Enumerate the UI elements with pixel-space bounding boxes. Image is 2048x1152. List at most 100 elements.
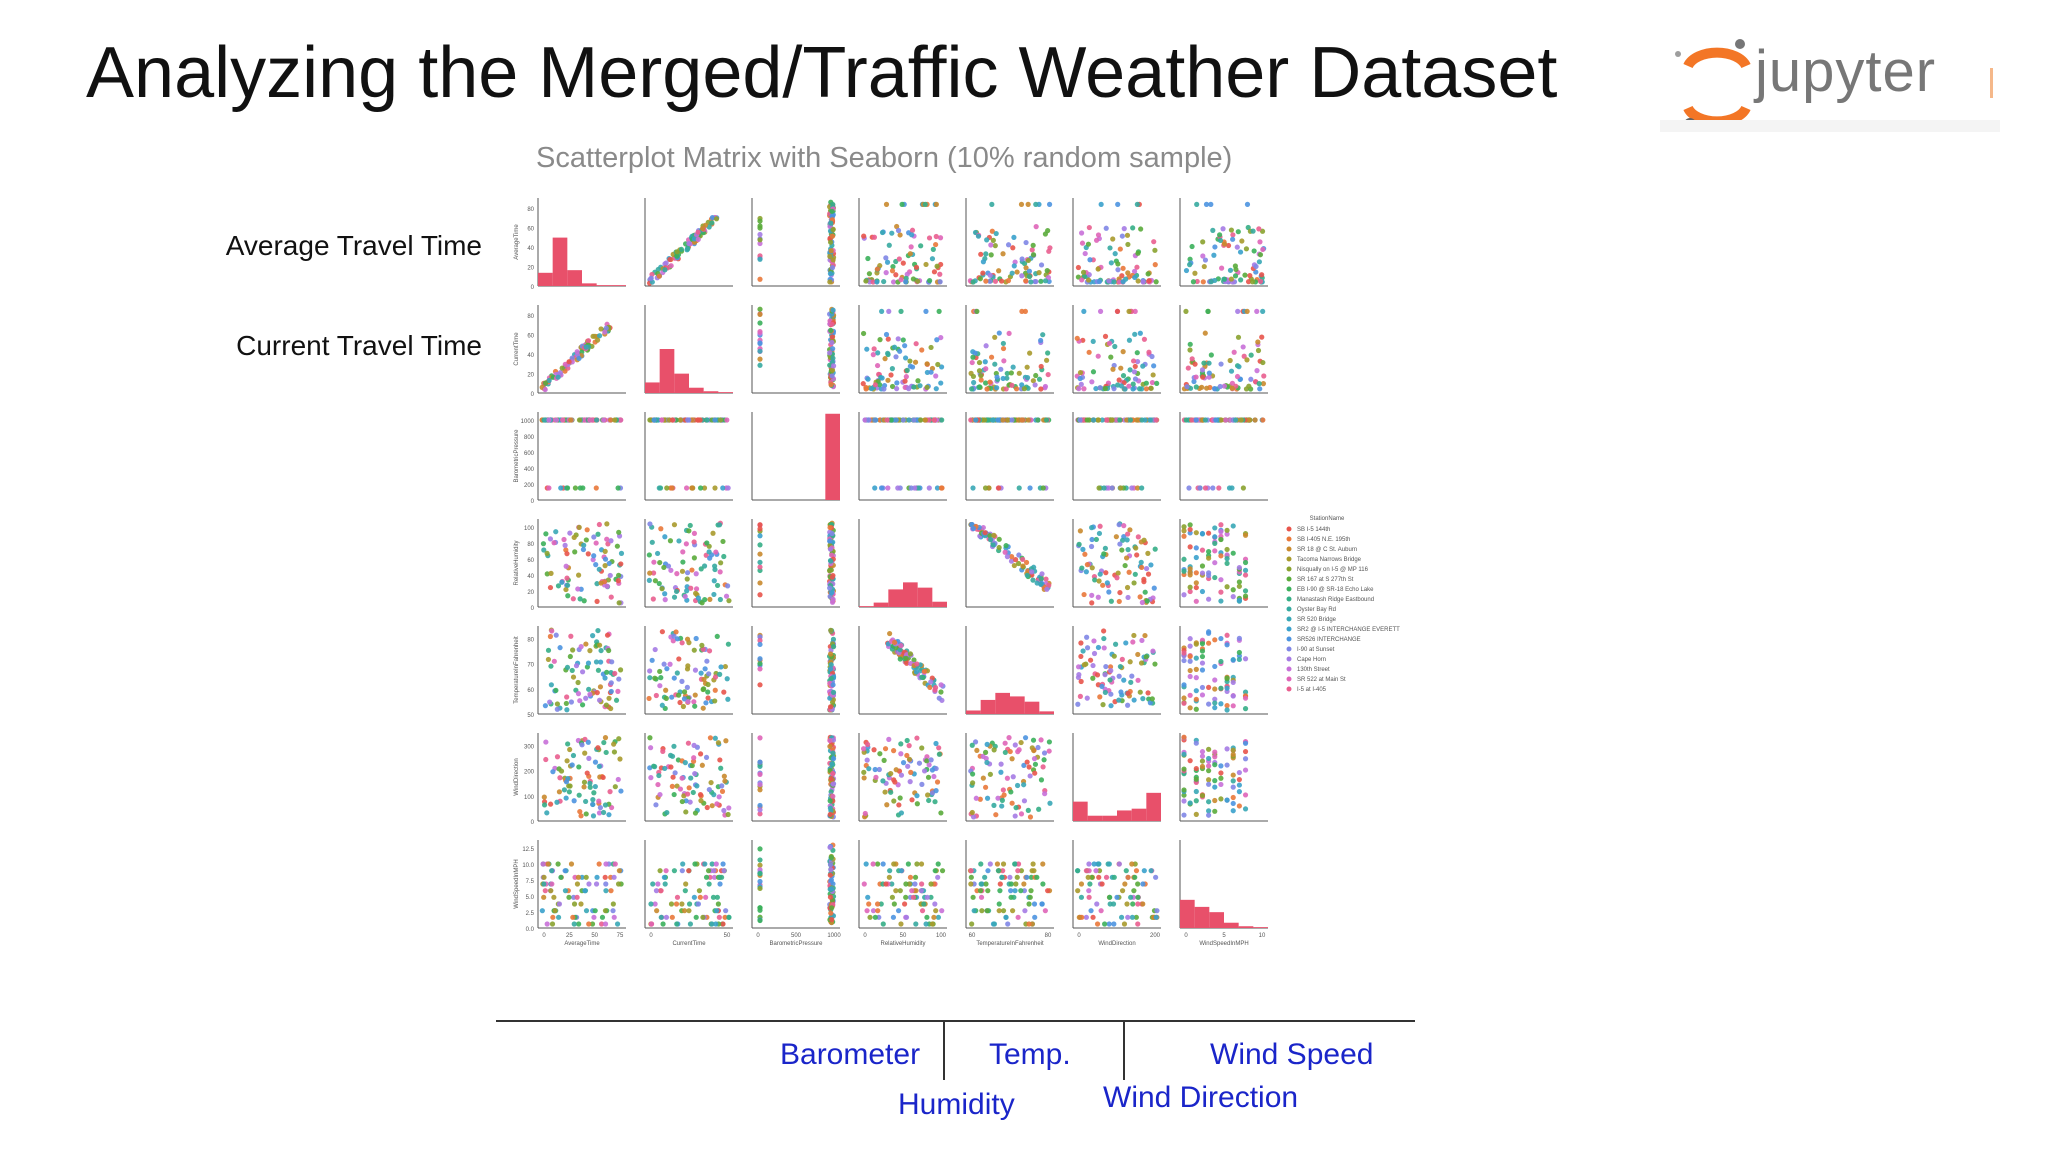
scatter-point [674, 670, 680, 676]
y-tick-label: 60 [527, 333, 534, 339]
scatter-point [1047, 800, 1053, 806]
scatter-point [563, 586, 569, 593]
scatter-point [970, 485, 976, 491]
col-label-wind-speed: Wind Speed [1210, 1038, 1374, 1071]
scatter-point [1107, 677, 1113, 683]
scatter-point [616, 572, 622, 578]
scatter-point [913, 888, 919, 894]
scatter-point [1181, 533, 1187, 539]
scatter-point [829, 265, 836, 271]
scatter-point [569, 355, 575, 361]
scatter-point [870, 908, 877, 914]
legend-marker [1286, 686, 1292, 692]
scatter-point [1212, 525, 1218, 531]
scatter-point [1242, 689, 1249, 695]
scatter-point [989, 201, 995, 207]
scatter-point [909, 797, 915, 803]
scatter-point [1089, 565, 1095, 571]
y-tick-label: 2.5 [526, 911, 535, 917]
scatter-point [1229, 385, 1235, 391]
scatter-point [1097, 308, 1104, 314]
scatter-point [1089, 379, 1095, 385]
scatter-point [1044, 268, 1050, 274]
scatter-point [1111, 921, 1117, 927]
scatter-point [1236, 564, 1242, 571]
scatter-point [724, 676, 730, 682]
scatter-point [991, 802, 997, 808]
scatter-point [1116, 861, 1122, 867]
scatter-point [686, 528, 692, 534]
x-tick-label: 0 [1184, 933, 1188, 939]
scatter-point [1138, 226, 1144, 232]
scatter-point [1121, 921, 1128, 927]
scatter-point [908, 485, 914, 491]
scatter-point [827, 538, 833, 544]
histogram-bar [1102, 815, 1117, 821]
scatter-point [1126, 569, 1132, 575]
scatter-point [704, 540, 710, 546]
scatter-point [575, 586, 581, 592]
scatter-point [1011, 562, 1017, 569]
scatter-point [1106, 861, 1112, 867]
scatter-point [1005, 242, 1012, 248]
scatter-point [596, 521, 602, 528]
scatter-point [720, 538, 726, 545]
scatter-point [673, 901, 680, 907]
scatter-point [924, 914, 930, 920]
scatter-point [701, 676, 707, 683]
scatter-point [1206, 755, 1212, 762]
scatter-point [1218, 598, 1224, 604]
scatter-point [1019, 382, 1025, 388]
scatter-point [1230, 523, 1236, 529]
scatter-point [757, 218, 763, 224]
scatter-point [652, 578, 658, 584]
scatter-point [1000, 861, 1007, 867]
scatter-point [1124, 584, 1131, 591]
scatter-point [1132, 274, 1138, 281]
scatter-point [928, 679, 934, 685]
scatter-point [604, 521, 610, 527]
scatter-point [654, 908, 660, 914]
scatter-point [576, 921, 582, 927]
scatter-point [828, 854, 835, 860]
matrix-cell-RelativeHumidity-RelativeHumidity [858, 519, 947, 608]
scatter-point [1103, 225, 1109, 231]
legend-entry: SR 167 at S 277th St [1297, 577, 1354, 583]
scatter-point [1193, 545, 1199, 551]
scatter-point [927, 277, 933, 284]
scatter-point [585, 660, 592, 666]
scatter-point [713, 921, 719, 927]
scatter-point [1153, 874, 1159, 880]
scatter-point [1090, 369, 1097, 375]
scatter-point [1032, 914, 1038, 920]
scatter-point [913, 264, 920, 270]
scatter-point [1080, 269, 1087, 275]
scatter-point [992, 278, 999, 284]
scatter-point [1224, 584, 1230, 590]
scatter-point [1131, 580, 1137, 586]
scatter-point [914, 735, 920, 741]
x-tick-label: 1000 [827, 933, 841, 939]
scatter-point [561, 536, 567, 543]
scatter-point [563, 795, 569, 801]
scatter-point [1218, 796, 1224, 802]
scatter-point [564, 758, 570, 764]
scatter-point [1084, 695, 1090, 701]
scatter-point [1014, 782, 1021, 789]
scatter-point [1125, 241, 1131, 248]
scatter-point [564, 707, 570, 713]
scatter-point [1024, 759, 1030, 765]
scatter-point [1208, 201, 1214, 207]
scatter-point [972, 350, 978, 356]
scatter-point [679, 868, 685, 874]
scatter-point [1259, 272, 1265, 278]
scatter-point [1040, 861, 1046, 867]
scatter-point [891, 861, 897, 867]
scatter-point [709, 861, 715, 867]
scatter-point [998, 761, 1004, 767]
scatter-point [1019, 417, 1025, 423]
scatter-point [1193, 675, 1199, 681]
scatter-point [718, 560, 724, 566]
row-label-average-travel-time: Average Travel Time [225, 230, 482, 261]
scatter-point [680, 559, 686, 565]
